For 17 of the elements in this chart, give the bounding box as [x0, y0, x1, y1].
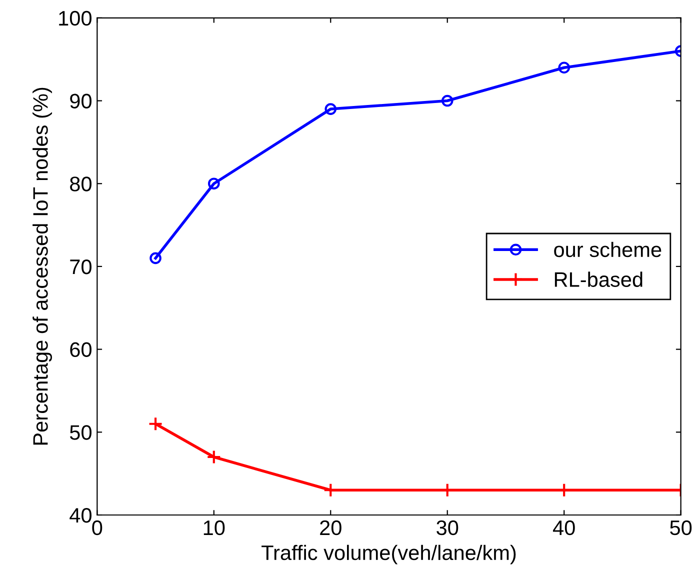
y-tick-label: 80	[70, 176, 92, 192]
legend-label: RL-based	[554, 272, 642, 287]
y-tick-label: 70	[70, 259, 92, 274]
y-tick-label: 50	[70, 425, 92, 440]
y-axis-title: Percentage of accessed IoT nodes (%)	[32, 88, 52, 445]
y-tick-label: 40	[70, 508, 92, 523]
x-tick-label: 20	[320, 520, 342, 536]
y-tick-label: 100	[59, 10, 92, 26]
x-tick-label: 30	[436, 520, 458, 536]
x-tick-label: 10	[204, 520, 225, 536]
x-tick-label: 50	[670, 520, 692, 536]
legend-label: our scheme	[554, 242, 662, 258]
y-tick-label: 60	[70, 342, 92, 358]
x-axis-title: Traffic volume(veh/lane/km)	[262, 544, 516, 564]
x-tick-label: 0	[92, 520, 102, 536]
x-tick-label: 40	[552, 520, 575, 536]
y-tick-label: 90	[70, 94, 92, 109]
